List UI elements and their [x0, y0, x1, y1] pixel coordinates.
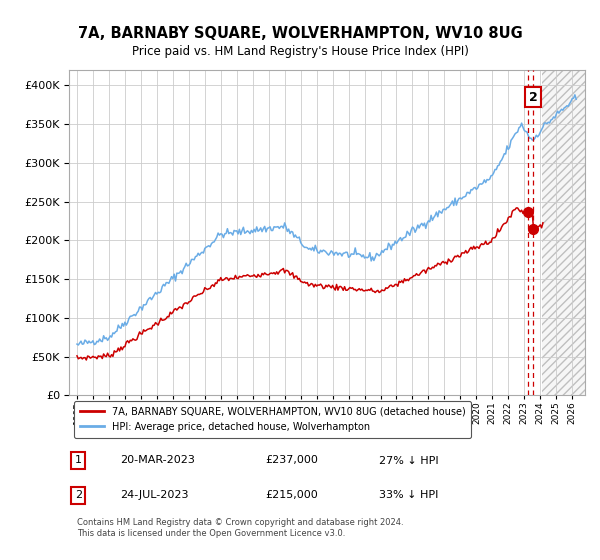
- Text: £215,000: £215,000: [265, 490, 318, 500]
- Legend: 7A, BARNABY SQUARE, WOLVERHAMPTON, WV10 8UG (detached house), HPI: Average price: 7A, BARNABY SQUARE, WOLVERHAMPTON, WV10 …: [74, 401, 472, 437]
- Text: 33% ↓ HPI: 33% ↓ HPI: [379, 490, 438, 500]
- Bar: [542, 70, 588, 395]
- Text: Contains HM Land Registry data © Crown copyright and database right 2024.
This d: Contains HM Land Registry data © Crown c…: [77, 519, 403, 538]
- Bar: [542, 70, 588, 395]
- Text: 20-MAR-2023: 20-MAR-2023: [121, 455, 196, 465]
- Text: 27% ↓ HPI: 27% ↓ HPI: [379, 455, 438, 465]
- Text: 7A, BARNABY SQUARE, WOLVERHAMPTON, WV10 8UG: 7A, BARNABY SQUARE, WOLVERHAMPTON, WV10 …: [77, 26, 523, 41]
- Text: 2: 2: [529, 91, 538, 104]
- Text: 1: 1: [75, 455, 82, 465]
- Text: £237,000: £237,000: [265, 455, 318, 465]
- Text: 2: 2: [75, 490, 82, 500]
- Text: 24-JUL-2023: 24-JUL-2023: [121, 490, 189, 500]
- Text: Price paid vs. HM Land Registry's House Price Index (HPI): Price paid vs. HM Land Registry's House …: [131, 45, 469, 58]
